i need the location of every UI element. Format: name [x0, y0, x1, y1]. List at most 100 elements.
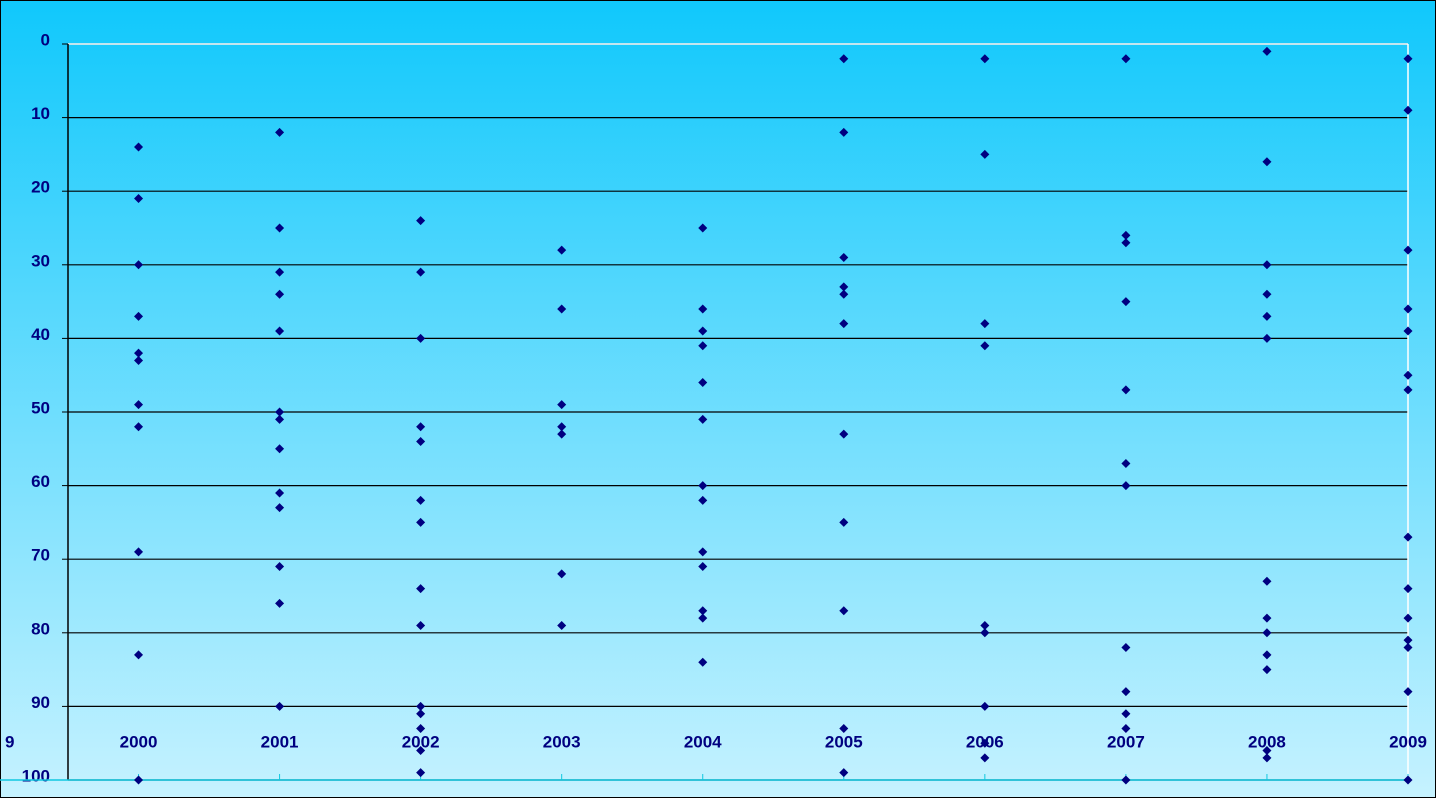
x-tick-label: 2004 [684, 732, 722, 751]
point [1403, 635, 1413, 645]
point [839, 54, 849, 64]
point [134, 775, 144, 785]
point [275, 127, 285, 137]
point [134, 194, 144, 204]
point [275, 223, 285, 233]
point [416, 436, 426, 446]
point [1262, 311, 1272, 321]
point [1121, 709, 1131, 719]
point [1262, 753, 1272, 763]
point [698, 547, 708, 557]
x-tick-label: 2008 [1248, 732, 1286, 751]
point [839, 252, 849, 262]
point [698, 341, 708, 351]
point [416, 768, 426, 778]
x-tick-label: 9 [5, 732, 14, 751]
point [275, 267, 285, 277]
point [275, 701, 285, 711]
y-tick-label: 0 [41, 30, 50, 49]
point [1121, 238, 1131, 248]
point [839, 606, 849, 616]
y-tick-label: 60 [31, 472, 50, 491]
point [1262, 746, 1272, 756]
point [557, 429, 567, 439]
point [980, 54, 990, 64]
point [1403, 54, 1413, 64]
point [1262, 613, 1272, 623]
point [416, 620, 426, 630]
point [1121, 723, 1131, 733]
point [698, 657, 708, 667]
point [980, 738, 990, 748]
point [134, 311, 144, 321]
y-tick-label: 20 [31, 178, 50, 197]
point [980, 341, 990, 351]
point [839, 429, 849, 439]
point [134, 400, 144, 410]
x-tick-label: 2009 [1389, 732, 1427, 751]
point [839, 127, 849, 137]
point [1262, 650, 1272, 660]
point [275, 598, 285, 608]
point [557, 620, 567, 630]
point [698, 414, 708, 424]
point [698, 326, 708, 336]
point [416, 422, 426, 432]
point [839, 768, 849, 778]
y-tick-label: 100 [22, 766, 50, 785]
point [416, 216, 426, 226]
point [698, 562, 708, 572]
point [134, 422, 144, 432]
point [1403, 370, 1413, 380]
point [839, 517, 849, 527]
point [275, 289, 285, 299]
y-tick-label: 90 [31, 693, 50, 712]
x-tick-label: 2003 [543, 732, 581, 751]
point [1262, 576, 1272, 586]
point [1262, 46, 1272, 56]
point [275, 503, 285, 513]
x-tick-label: 2002 [402, 732, 440, 751]
y-tick-label: 70 [31, 546, 50, 565]
point [1262, 333, 1272, 343]
point [1121, 481, 1131, 491]
y-tick-label: 30 [31, 251, 50, 270]
y-tick-label: 80 [31, 619, 50, 638]
point [1262, 157, 1272, 167]
point [557, 569, 567, 579]
plot: 0 10 20 30 40 50 60 70 80 90 100 9 2000 2001 2002 2003 2… [0, 30, 1427, 785]
point [416, 709, 426, 719]
point [416, 517, 426, 527]
point [1403, 385, 1413, 395]
point [1262, 289, 1272, 299]
x-tick-label: 2000 [120, 732, 158, 751]
point [275, 562, 285, 572]
point [1121, 687, 1131, 697]
point [980, 628, 990, 638]
point [839, 289, 849, 299]
y-tick-label: 40 [31, 325, 50, 344]
point [839, 282, 849, 292]
point [1403, 304, 1413, 314]
point [698, 378, 708, 388]
point [698, 223, 708, 233]
x-tick-label: 2007 [1107, 732, 1145, 751]
y-tick-label: 10 [31, 104, 50, 123]
point [698, 606, 708, 616]
point [1403, 643, 1413, 653]
x-tick-label: 2005 [825, 732, 863, 751]
point [698, 613, 708, 623]
point [980, 319, 990, 329]
point [134, 348, 144, 358]
point [416, 723, 426, 733]
point [1262, 665, 1272, 675]
point [1403, 775, 1413, 785]
point [1121, 54, 1131, 64]
point [416, 333, 426, 343]
point [1403, 687, 1413, 697]
point [275, 444, 285, 454]
point [275, 407, 285, 417]
point [839, 319, 849, 329]
point [1403, 245, 1413, 255]
